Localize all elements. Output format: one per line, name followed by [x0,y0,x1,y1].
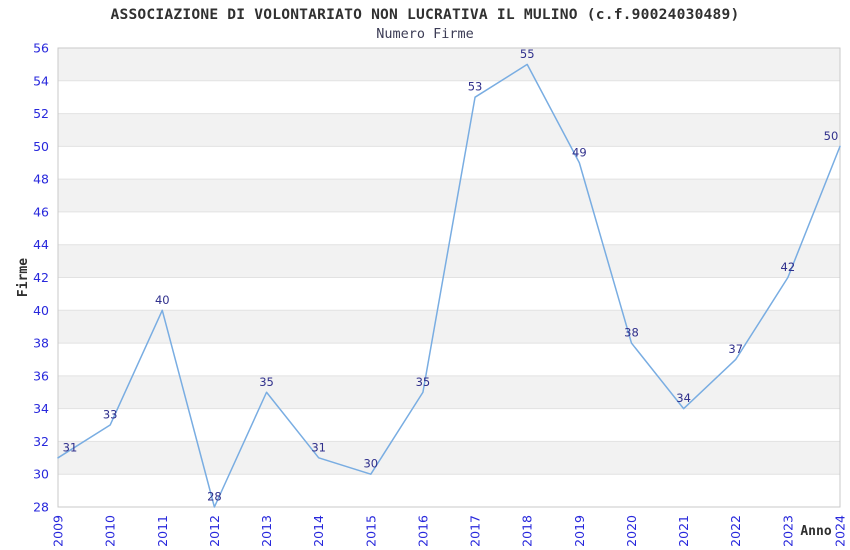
y-tick-label: 38 [33,336,49,351]
y-tick-label: 34 [33,401,49,416]
plot-border [57,47,841,508]
x-tick-label: 2014 [311,515,326,547]
plot-band [58,211,840,245]
y-tick-label: 32 [33,434,49,449]
x-tick-label: 2013 [259,515,274,547]
y-tick-label: 52 [33,106,49,121]
data-label: 34 [676,391,691,405]
plot-band [58,146,840,180]
x-tick-label: 2018 [520,515,535,547]
x-tick-label: 2021 [676,515,691,547]
x-tick-label: 2011 [155,515,170,547]
x-tick-label: 2012 [207,515,222,547]
x-tick-label: 2024 [833,515,848,547]
x-tick-label: 2009 [51,515,66,547]
plot-band [58,375,840,409]
data-label: 30 [363,457,378,471]
plot-band [58,179,840,212]
data-label: 50 [824,129,839,143]
plot-band [58,310,840,344]
y-tick-label: 42 [33,270,49,285]
y-tick-label: 56 [33,41,49,56]
data-label: 31 [311,440,326,454]
y-tick-label: 50 [33,139,49,154]
y-tick-label: 44 [33,237,49,252]
plot-band [58,48,840,81]
data-label: 55 [520,47,535,61]
data-label: 28 [207,490,222,504]
chart-subtitle: Numero Firme [376,26,474,42]
y-axis-title: Firme [16,258,31,297]
y-tick-label: 48 [33,172,49,187]
data-label: 42 [781,260,796,274]
data-label: 49 [572,145,587,159]
y-tick-label: 36 [33,368,49,383]
x-tick-label: 2010 [103,515,118,547]
x-tick-label: 2019 [572,515,587,547]
data-label: 53 [468,80,483,94]
data-label: 35 [259,375,274,389]
x-tick-label: 2015 [363,515,378,547]
series-line [57,63,841,508]
plot-band [58,80,840,114]
plot-band [58,277,840,311]
plot-band [58,474,840,507]
plot-band [58,343,840,376]
y-tick-label: 28 [33,500,49,515]
data-label: 37 [728,342,743,356]
plot-band [58,113,840,147]
y-tick-label: 30 [33,467,49,482]
data-label: 31 [63,440,78,454]
x-tick-label: 2020 [624,515,639,547]
plot-band [58,408,840,442]
x-tick-label: 2022 [728,515,743,547]
x-tick-label: 2016 [415,515,430,547]
y-tick-label: 54 [33,73,49,88]
x-tick-label: 2017 [468,515,483,547]
chart-title: ASSOCIAZIONE DI VOLONTARIATO NON LUCRATI… [110,6,740,23]
x-tick-label: 2023 [780,515,795,547]
y-tick-label: 40 [33,303,49,318]
data-label: 33 [103,408,118,422]
x-axis-title: Anno [800,524,831,539]
data-label: 35 [416,375,431,389]
data-label: 40 [155,293,170,307]
plot-band [58,244,840,278]
data-label: 38 [624,326,639,340]
plot-band [58,441,840,475]
y-tick-label: 46 [33,204,49,219]
